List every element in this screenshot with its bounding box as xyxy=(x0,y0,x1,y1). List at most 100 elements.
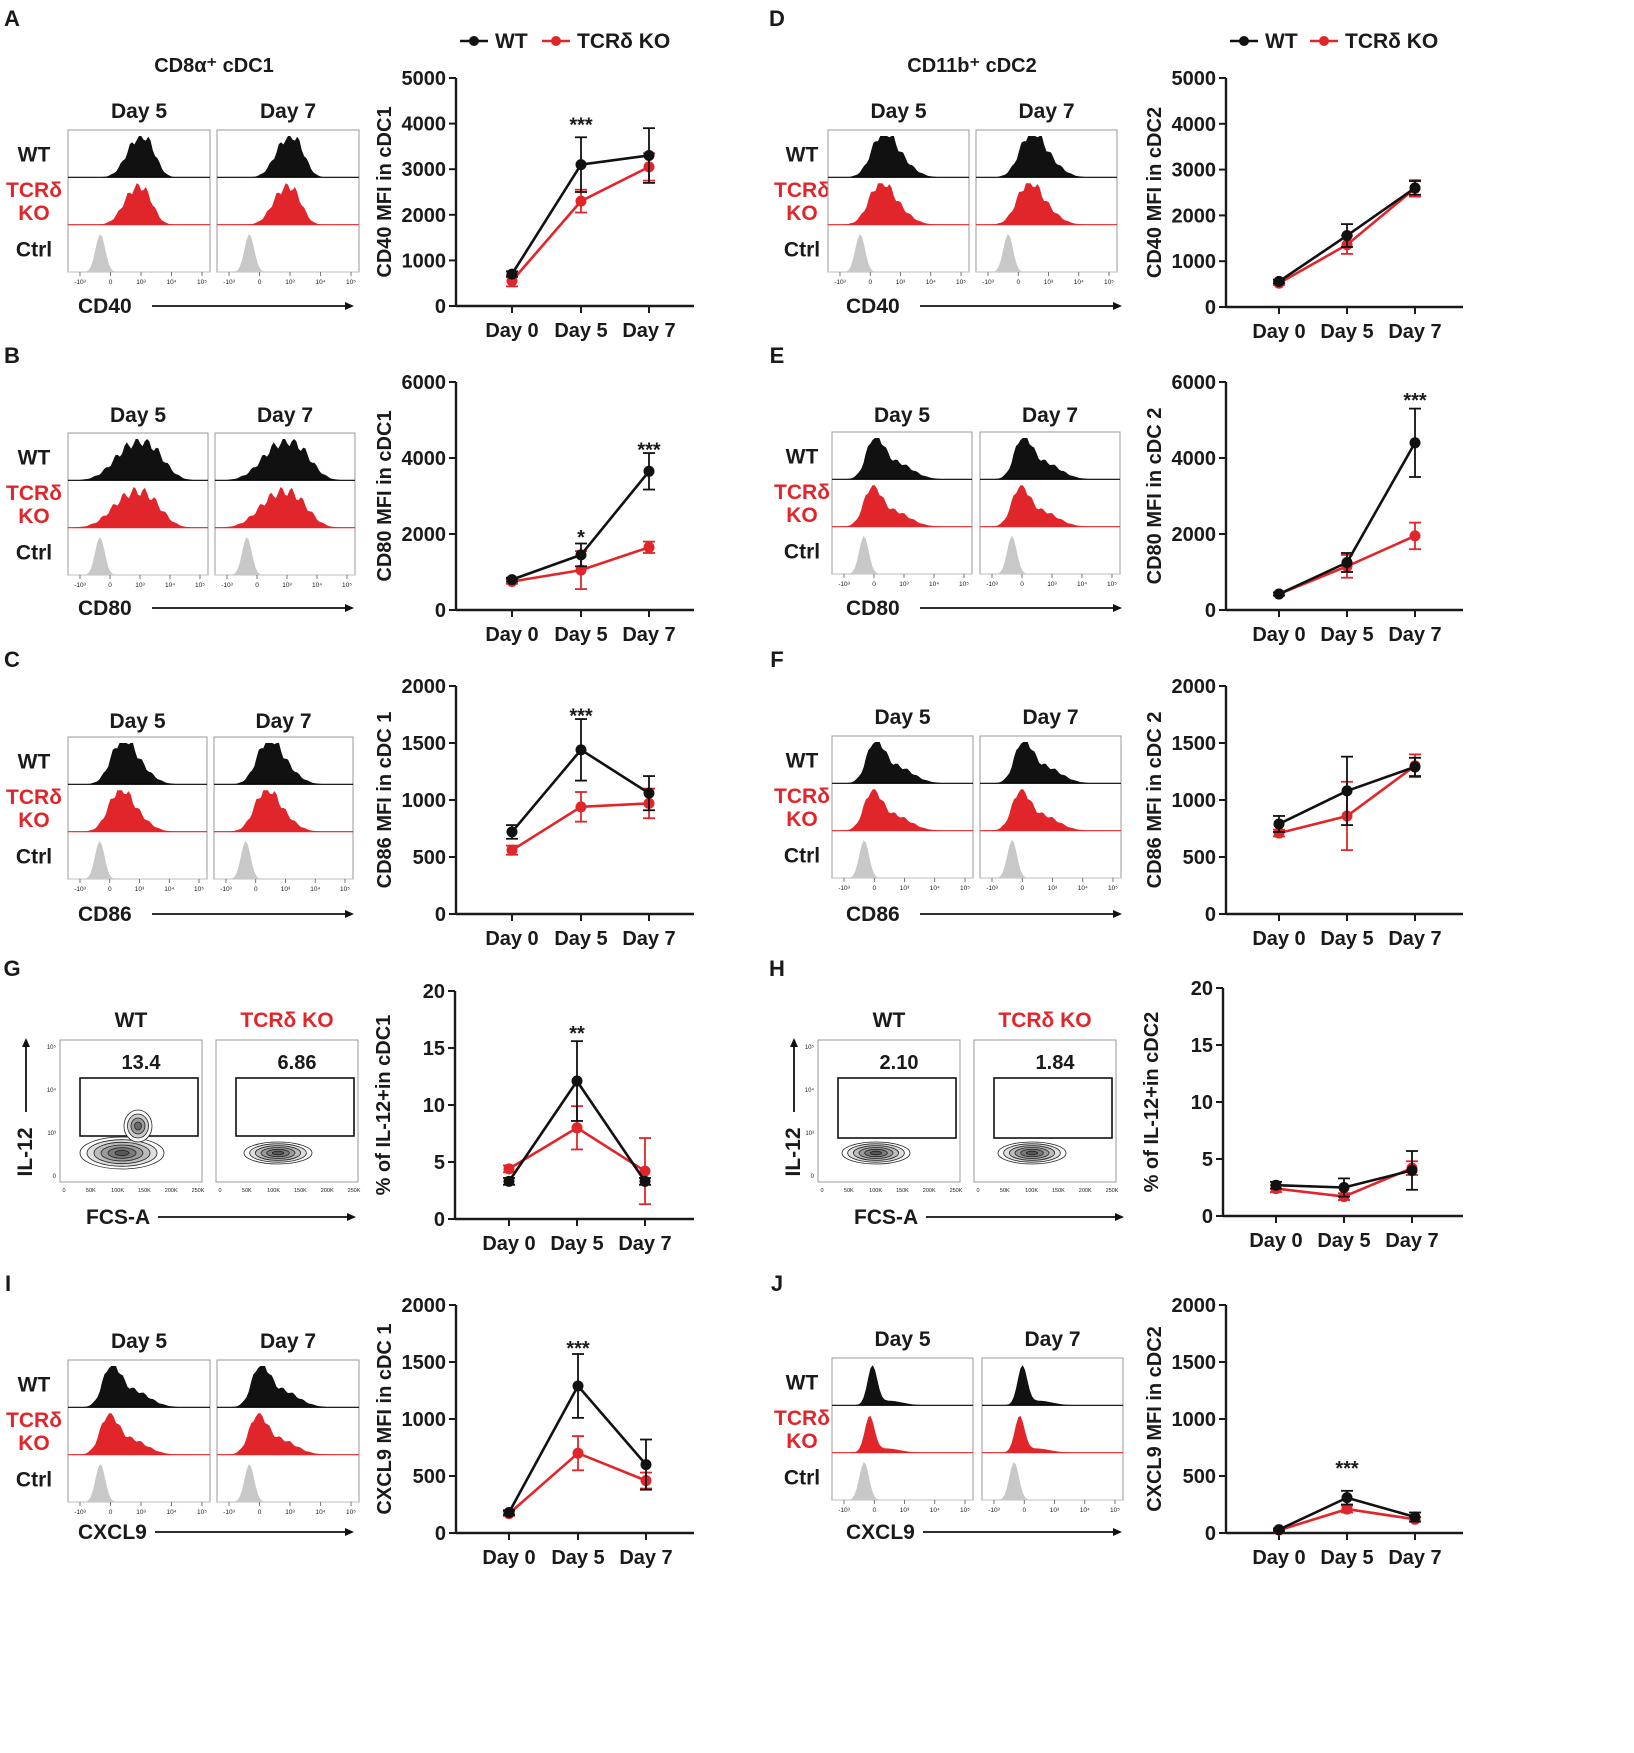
y-tick-label: 4000 xyxy=(402,448,447,470)
y-axis-label: CD86 MFI in cDC 1 xyxy=(374,712,396,889)
row-label-ctrl: Ctrl xyxy=(16,845,52,868)
hist-tick-label: 10⁴ xyxy=(929,581,939,588)
panel-letter-B: B xyxy=(4,343,20,368)
panel-letter-J: J xyxy=(771,1271,783,1296)
y-tick-label: 5 xyxy=(434,1152,445,1174)
series-wt xyxy=(1270,1150,1418,1198)
fcs-tick-label: 0 xyxy=(976,1188,979,1194)
hist-tick-label: 10³ xyxy=(899,581,909,588)
hist-tick-label: 0 xyxy=(872,1507,876,1514)
histogram-day7: -10³ 0 10³ 10⁴ 10⁵ xyxy=(216,129,360,286)
gate-rect xyxy=(837,1077,957,1139)
hist-tick-label: 0 xyxy=(868,279,872,286)
y-tick-label: 1500 xyxy=(1172,733,1217,755)
il12-arrow-head xyxy=(22,1038,30,1047)
y-tick-label: 4000 xyxy=(1172,448,1217,470)
row-label-ctrl: Ctrl xyxy=(784,238,820,261)
x-tick-label: Day 5 xyxy=(554,624,607,646)
histogram-wt xyxy=(70,439,206,481)
marker-arrow-head xyxy=(1113,604,1122,612)
fcs-tick-label: 200K xyxy=(923,1188,936,1194)
marker-arrow-head xyxy=(345,910,354,918)
fcs-tick-label: 150K xyxy=(1052,1188,1065,1194)
data-point xyxy=(506,844,518,856)
fcs-tick-label: 0 xyxy=(820,1188,823,1194)
data-point xyxy=(572,1380,584,1392)
y-axis-label: % of IL-12+in cDC1 xyxy=(373,1015,395,1196)
histogram-ctrl xyxy=(982,840,1119,878)
row-label-ctrl: Ctrl xyxy=(784,1466,820,1489)
marker-arrow-head xyxy=(1113,1528,1122,1536)
y-tick-label: 0 xyxy=(1205,600,1216,622)
header-cdc2: CD11b⁺ cDC2 xyxy=(907,55,1037,77)
data-point xyxy=(643,150,655,162)
marker-label: CD80 xyxy=(846,597,900,620)
x-tick-label: Day 7 xyxy=(1388,1547,1441,1568)
histogram-ko xyxy=(70,790,205,832)
data-point xyxy=(639,1175,651,1187)
histogram-frame xyxy=(979,735,1122,879)
histogram-ctrl xyxy=(834,1462,971,1500)
marker-label: CD40 xyxy=(846,295,900,318)
fcs-tick-label: 0 xyxy=(218,1188,221,1194)
hist-tick-label: 10⁵ xyxy=(1104,279,1114,286)
data-point xyxy=(1409,1511,1421,1523)
histogram-wt xyxy=(834,742,971,784)
x-tick-label: Day 5 xyxy=(551,1547,604,1568)
x-tick-label: Day 7 xyxy=(622,928,675,950)
hist-tick-label: 10³ xyxy=(285,1509,295,1516)
contour-panel-G: WT TCRδ KO 13.4 0 50K 100K 150K 200K 250K 6.86 0 50… xyxy=(14,1009,361,1229)
histogram-frame xyxy=(981,1357,1124,1501)
histogram-wt xyxy=(978,136,1115,178)
figure: WT TCRδ KO WT TCRδ KO CD8α⁺ cDC1 CD11b⁺ … xyxy=(3,6,1463,1568)
hist-tick-label: 0 xyxy=(108,886,112,893)
legend-right: WT TCRδ KO xyxy=(1230,30,1438,53)
row-label-wt: WT xyxy=(18,447,51,470)
legend-wt-label: WT xyxy=(1265,30,1298,53)
y-tick-label: 2000 xyxy=(402,205,447,227)
histogram-ctrl xyxy=(70,1464,208,1502)
histogram-ko xyxy=(984,1415,1121,1453)
hist-tick-label: 10⁵ xyxy=(194,886,204,893)
y-tick-label: 5000 xyxy=(1172,68,1217,90)
hist-tick-label: -10³ xyxy=(74,582,86,589)
row-label-ko-1: TCRδ xyxy=(6,1409,62,1432)
histogram-ko xyxy=(219,1413,357,1455)
contour-cluster xyxy=(79,1136,165,1170)
panel-letter-H: H xyxy=(769,956,785,981)
hist-tick-label: -10³ xyxy=(838,885,850,892)
histogram-day5: -10³ 0 10³ 10⁴ 10⁵ xyxy=(831,431,973,588)
hist-tick-label: 0 xyxy=(1022,1507,1026,1514)
fcs-tick-label: 150K xyxy=(896,1188,909,1194)
data-point xyxy=(643,465,655,477)
hist-tick-label: 10³ xyxy=(1048,885,1058,892)
data-point xyxy=(643,541,655,553)
data-point xyxy=(506,574,518,586)
histogram-ctrl xyxy=(984,1462,1121,1500)
histogram-ctrl xyxy=(70,537,206,575)
histogram-ctrl xyxy=(219,234,357,272)
y-tick-label: 5000 xyxy=(402,68,447,90)
row-label-ko-1: TCRδ xyxy=(774,785,830,808)
histogram-ko xyxy=(216,790,351,832)
hist-tick-label: 10⁴ xyxy=(1074,279,1084,286)
series-wt xyxy=(1273,755,1421,833)
significance-label: *** xyxy=(566,1338,590,1360)
panel-letter-G: G xyxy=(3,956,20,981)
y-tick-label: 1500 xyxy=(1172,1352,1217,1374)
contour-cluster xyxy=(841,1141,911,1165)
row-label-wt: WT xyxy=(18,751,51,774)
hist-tick-label: 10⁵ xyxy=(197,1509,207,1516)
y-tick-label: 3000 xyxy=(402,159,447,181)
hist-tick-label: 10⁵ xyxy=(960,885,970,892)
hist-tick-label: 10⁴ xyxy=(926,279,936,286)
series-ko xyxy=(503,1435,652,1520)
hist-tick-label: -10³ xyxy=(223,1509,235,1516)
hist-tick-label: 10⁵ xyxy=(1110,1507,1120,1514)
row-label-wt: WT xyxy=(786,750,819,773)
series-wt xyxy=(1273,1489,1421,1536)
il12-tick-label: 10³ xyxy=(805,1131,814,1137)
histogram-wt xyxy=(219,136,357,178)
x-tick-label: Day 7 xyxy=(622,320,675,342)
